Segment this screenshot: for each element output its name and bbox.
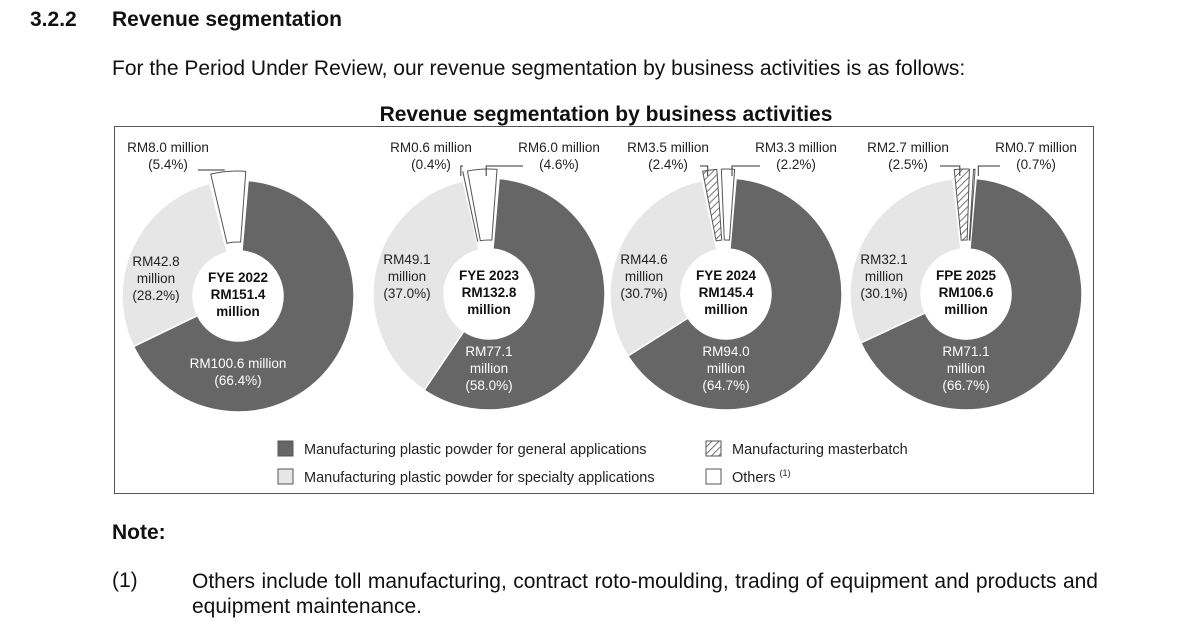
donut-slice [372, 180, 480, 392]
leader-line [940, 165, 961, 176]
donut-slice [968, 168, 976, 241]
leader-line [485, 165, 523, 176]
legend-swatch [705, 468, 722, 485]
legend-swatch [277, 440, 294, 457]
donut-centre-label: FYE 2022 RM151.4 million [208, 270, 268, 319]
data-label-others: RM6.0 million (4.6%) [518, 140, 600, 172]
data-label-others: RM0.7 million (0.7%) [995, 140, 1077, 172]
donut-slice [849, 177, 962, 344]
note-text: Others include toll manufacturing, contr… [192, 570, 1098, 618]
donut-slice [859, 177, 1083, 411]
chart-frame [114, 126, 1094, 494]
data-label-specialty: RM32.1 million (30.1%) [860, 252, 907, 301]
data-label-general: RM71.1 million (66.7%) [942, 344, 989, 393]
data-label-masterbatch: RM3.5 million (2.4%) [627, 140, 709, 172]
data-label-general: RM94.0 million (64.7%) [702, 344, 749, 393]
data-label-specialty: RM44.6 million (30.7%) [620, 252, 667, 301]
section-number: 3.2.2 [30, 8, 77, 31]
note-number: (1) [112, 569, 138, 592]
legend-label: Manufacturing plastic powder for special… [304, 470, 655, 486]
donut-slice [423, 177, 606, 411]
donut-centre-label: FYE 2024 RM145.4 million [696, 268, 757, 317]
note-heading: Note: [112, 521, 166, 544]
data-label-others: RM3.3 million (2.2%) [755, 140, 837, 172]
leader-line [977, 165, 1000, 176]
legend-label: Manufacturing masterbatch [732, 442, 908, 458]
data-label-general: RM100.6 million (66.4%) [190, 356, 287, 388]
donut-centre-label: FPE 2025 RM106.6 million [936, 268, 997, 317]
donut-centre-label: FYE 2023 RM132.8 million [459, 268, 520, 317]
leader-line [700, 165, 709, 176]
data-label-masterbatch: RM2.7 million (2.5%) [867, 140, 949, 172]
donut-slice [720, 168, 736, 241]
leader-line [731, 165, 760, 176]
legend-swatch [277, 468, 294, 485]
chart-title: Revenue segmentation by business activit… [379, 103, 833, 126]
legend-label: Manufacturing plastic powder for general… [304, 442, 647, 458]
donut-slice [953, 168, 970, 241]
legend-swatch [705, 440, 722, 457]
donut-slice [462, 171, 479, 242]
data-label-general: RM77.1 million (58.0%) [465, 344, 512, 393]
data-label-specialty: RM42.8 million (28.2%) [132, 254, 179, 303]
donut-slice [132, 179, 355, 413]
data-label-masterbatch: RM0.6 million (0.4%) [390, 140, 472, 172]
donut-slice [210, 170, 247, 244]
donut-slice [466, 168, 498, 242]
legend-label: Others (1) [732, 468, 791, 486]
section-title: Revenue segmentation [112, 8, 342, 31]
donut-slice [609, 179, 718, 357]
donut-slice [121, 182, 229, 348]
donut-slice [626, 177, 843, 411]
intro-text: For the Period Under Review, our revenue… [112, 57, 966, 80]
data-label-others: RM8.0 million (5.4%) [127, 140, 209, 172]
leader-line [460, 165, 463, 176]
data-label-specialty: RM49.1 million (37.0%) [383, 252, 430, 301]
